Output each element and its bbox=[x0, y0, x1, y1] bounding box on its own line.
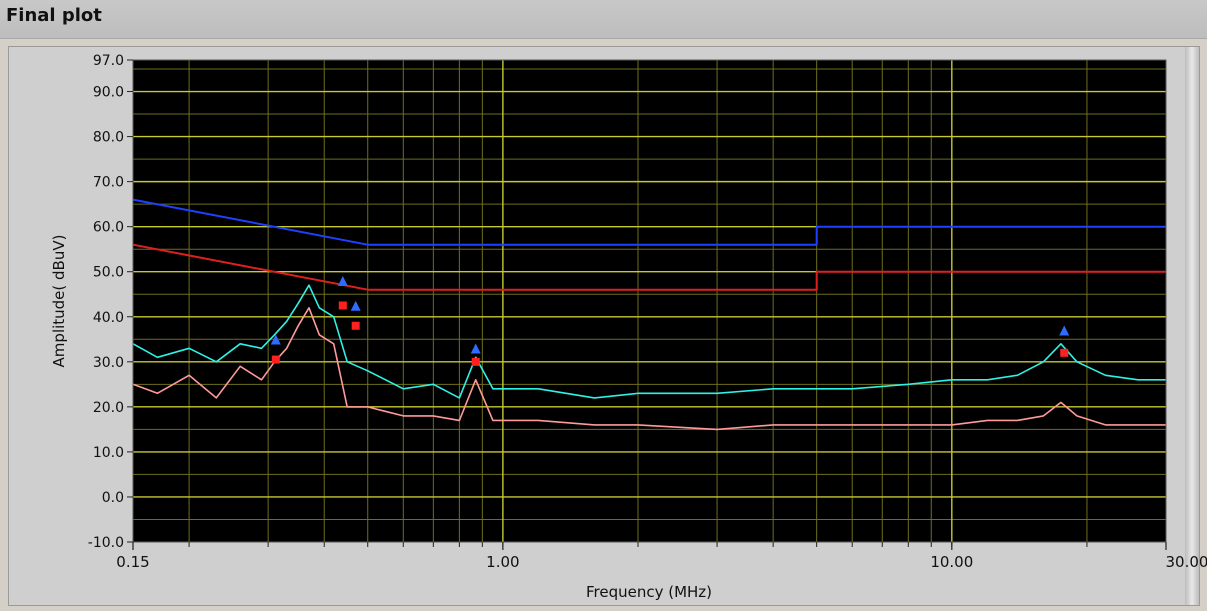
y-tick-label: 40.0 bbox=[93, 310, 124, 326]
y-tick-label: 70.0 bbox=[93, 175, 124, 191]
plot-area-background bbox=[133, 60, 1166, 542]
marker-layer bbox=[270, 275, 1070, 366]
qp-peak-marker bbox=[470, 343, 481, 354]
avg-peak-marker bbox=[351, 321, 360, 330]
series-qp-limit bbox=[132, 198, 1166, 246]
series-avg-limit bbox=[132, 243, 1166, 291]
avg-peak-marker bbox=[271, 355, 280, 364]
x-tick-label: 0.15 bbox=[116, 553, 149, 571]
qp-peak-marker bbox=[350, 300, 361, 311]
y-tick-label: 97.0 bbox=[93, 53, 124, 69]
minor-gridlines bbox=[133, 60, 1166, 542]
y-tick-label: -10.0 bbox=[88, 535, 124, 551]
panel-title-bar: Final plot bbox=[0, 0, 1207, 39]
x-tick-label: 30.00 bbox=[1166, 553, 1207, 571]
y-tick-label: 80.0 bbox=[93, 130, 124, 146]
panel-title: Final plot bbox=[6, 5, 102, 26]
qp-peak-marker bbox=[1059, 325, 1070, 336]
y-tick-label: 10.0 bbox=[93, 445, 124, 461]
x-axis: 0.15 1.00 10.00 30.00 bbox=[116, 542, 1207, 571]
x-axis-label: Frequency (MHz) bbox=[586, 583, 712, 601]
series-qp-trace bbox=[132, 284, 1166, 399]
avg-peak-marker bbox=[471, 357, 480, 366]
y-tick-label: 50.0 bbox=[93, 265, 124, 281]
x-tick-label: 10.00 bbox=[930, 553, 973, 571]
y-tick-label: 60.0 bbox=[93, 220, 124, 236]
avg-peak-marker bbox=[338, 301, 347, 310]
qp-peak-marker bbox=[270, 334, 281, 345]
series-avg-trace bbox=[132, 306, 1166, 431]
y-axis: 97.0 90.0 80.0 70.0 60.0 50.0 40.0 30.0 20.0 10.0… bbox=[88, 53, 133, 551]
x-tick-label: 1.00 bbox=[486, 553, 519, 571]
plot-area-border bbox=[132, 59, 1167, 543]
y-axis-label: Amplitude( dBuV) bbox=[50, 235, 68, 368]
avg-peak-marker bbox=[1060, 348, 1069, 357]
plot-frame-edge bbox=[1185, 47, 1199, 605]
y-tick-label: 20.0 bbox=[93, 400, 124, 416]
series-layer bbox=[132, 198, 1166, 431]
qp-peak-marker bbox=[337, 275, 348, 286]
y-tick-label: 90.0 bbox=[93, 85, 124, 101]
y-tick-label: 0.0 bbox=[102, 490, 124, 506]
y-tick-label: 30.0 bbox=[93, 355, 124, 371]
